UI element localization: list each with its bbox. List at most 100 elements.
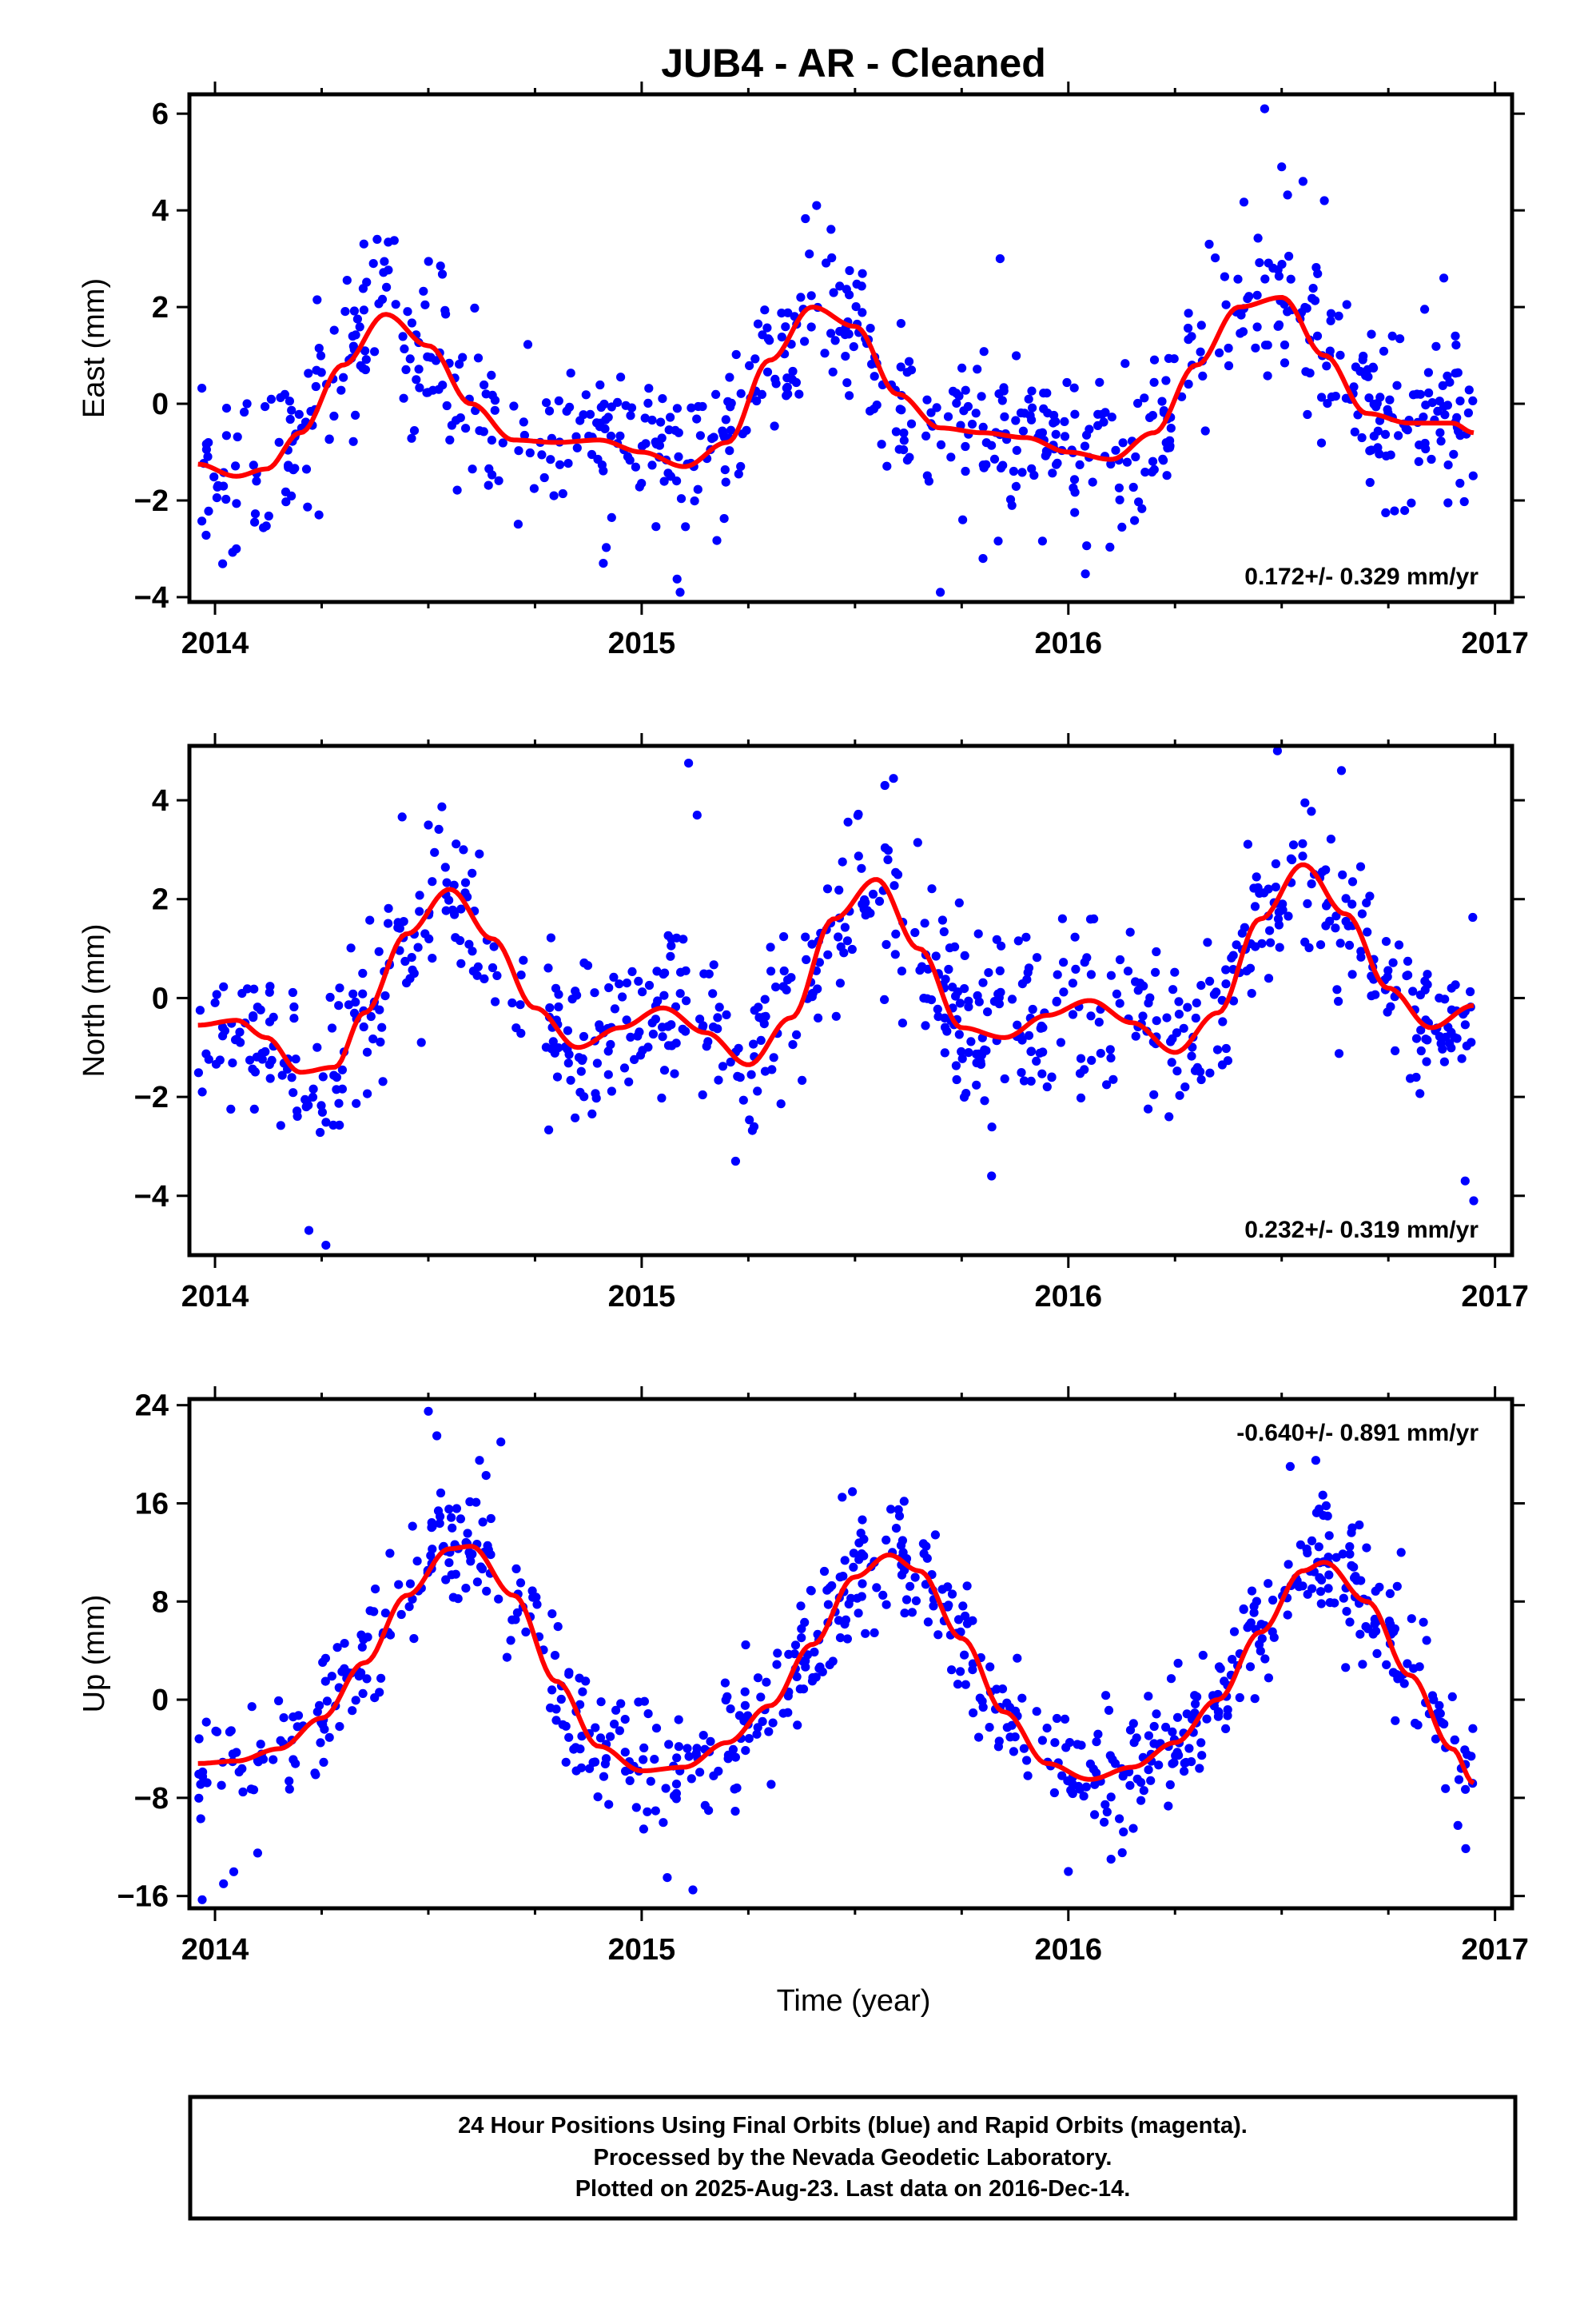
data-point bbox=[854, 1608, 863, 1618]
data-point bbox=[475, 1456, 484, 1465]
data-point bbox=[1419, 413, 1428, 422]
data-point bbox=[1334, 996, 1343, 1007]
data-point bbox=[1149, 1739, 1159, 1748]
data-point bbox=[1249, 883, 1259, 893]
data-point bbox=[661, 1784, 671, 1793]
data-point bbox=[1049, 1788, 1059, 1798]
data-point bbox=[886, 1505, 896, 1514]
data-point bbox=[788, 366, 798, 377]
data-point bbox=[666, 413, 675, 422]
data-point bbox=[548, 1037, 558, 1046]
data-point bbox=[1391, 1046, 1400, 1055]
data-point bbox=[1042, 1082, 1052, 1092]
data-point bbox=[607, 1086, 617, 1096]
data-point bbox=[1214, 1708, 1224, 1717]
data-point bbox=[1052, 1713, 1062, 1724]
data-point bbox=[858, 1515, 867, 1525]
data-point bbox=[285, 397, 294, 406]
data-point bbox=[1220, 272, 1229, 281]
data-point bbox=[1052, 460, 1061, 469]
data-point bbox=[1443, 1022, 1453, 1032]
data-point bbox=[762, 1677, 771, 1687]
data-point bbox=[1106, 459, 1116, 469]
data-point bbox=[712, 536, 722, 545]
data-point bbox=[1357, 433, 1367, 443]
x-tick-label: 2014 bbox=[181, 1280, 249, 1313]
data-point bbox=[1423, 368, 1433, 377]
data-point bbox=[1164, 1801, 1173, 1811]
data-point bbox=[316, 368, 326, 377]
data-point bbox=[1407, 498, 1416, 508]
data-point bbox=[634, 976, 643, 986]
x-tick-label: 2016 bbox=[1035, 627, 1103, 660]
data-point bbox=[782, 383, 791, 393]
data-point bbox=[1407, 1614, 1416, 1624]
data-point bbox=[1198, 371, 1208, 381]
data-point bbox=[1102, 1807, 1112, 1817]
data-point bbox=[989, 454, 1000, 464]
data-point bbox=[1148, 411, 1157, 421]
data-point bbox=[1144, 1765, 1153, 1775]
data-point bbox=[616, 1699, 626, 1708]
data-point bbox=[1082, 430, 1092, 440]
data-point bbox=[1422, 1057, 1431, 1066]
data-point bbox=[482, 1586, 492, 1596]
data-point bbox=[835, 979, 845, 988]
data-point bbox=[641, 439, 651, 448]
data-point bbox=[1439, 1057, 1449, 1066]
data-point bbox=[1080, 441, 1090, 451]
y-tick-label: 16 bbox=[135, 1487, 169, 1521]
data-point bbox=[1212, 1045, 1223, 1054]
data-point bbox=[1403, 956, 1413, 966]
data-point bbox=[1334, 1049, 1344, 1058]
data-point bbox=[415, 907, 424, 916]
data-point bbox=[678, 1024, 687, 1034]
data-point bbox=[1106, 1053, 1116, 1062]
data-point bbox=[1452, 1034, 1462, 1043]
data-point bbox=[1076, 1093, 1086, 1102]
data-point bbox=[922, 395, 932, 405]
data-point bbox=[1381, 508, 1391, 518]
data-point bbox=[709, 433, 718, 442]
data-point bbox=[603, 1046, 613, 1056]
data-point bbox=[899, 429, 909, 438]
data-point bbox=[1037, 1736, 1047, 1745]
data-point bbox=[676, 494, 687, 504]
data-point bbox=[947, 1589, 957, 1599]
data-point bbox=[956, 1667, 965, 1676]
data-point bbox=[674, 452, 683, 462]
data-point bbox=[842, 936, 852, 946]
data-point bbox=[764, 1727, 774, 1736]
data-point bbox=[720, 1678, 730, 1688]
data-point bbox=[1037, 1069, 1047, 1078]
data-point bbox=[915, 966, 925, 975]
data-point bbox=[963, 401, 973, 412]
data-point bbox=[1266, 938, 1276, 947]
data-point bbox=[1012, 351, 1021, 361]
data-point bbox=[218, 559, 228, 568]
data-point bbox=[430, 847, 440, 857]
data-point bbox=[249, 1104, 259, 1114]
data-point bbox=[551, 1704, 561, 1714]
data-point bbox=[318, 1072, 328, 1082]
data-point bbox=[1371, 1626, 1381, 1636]
data-point bbox=[1051, 429, 1061, 439]
data-point bbox=[525, 448, 535, 458]
data-point bbox=[708, 1022, 718, 1032]
data-point bbox=[1415, 990, 1425, 1000]
data-point bbox=[1195, 1764, 1204, 1773]
data-point bbox=[756, 1035, 766, 1045]
data-point bbox=[1228, 996, 1239, 1006]
data-point bbox=[1148, 456, 1158, 466]
data-point bbox=[563, 1026, 573, 1035]
data-point bbox=[604, 983, 614, 993]
data-point bbox=[1284, 1560, 1293, 1569]
data-point bbox=[1427, 1691, 1438, 1700]
data-point bbox=[1278, 905, 1288, 915]
data-point bbox=[1060, 1714, 1070, 1724]
data-point bbox=[287, 1073, 297, 1082]
data-point bbox=[1105, 1045, 1115, 1054]
data-point bbox=[332, 1073, 341, 1082]
data-point bbox=[1341, 916, 1351, 927]
data-point bbox=[1100, 1817, 1109, 1827]
